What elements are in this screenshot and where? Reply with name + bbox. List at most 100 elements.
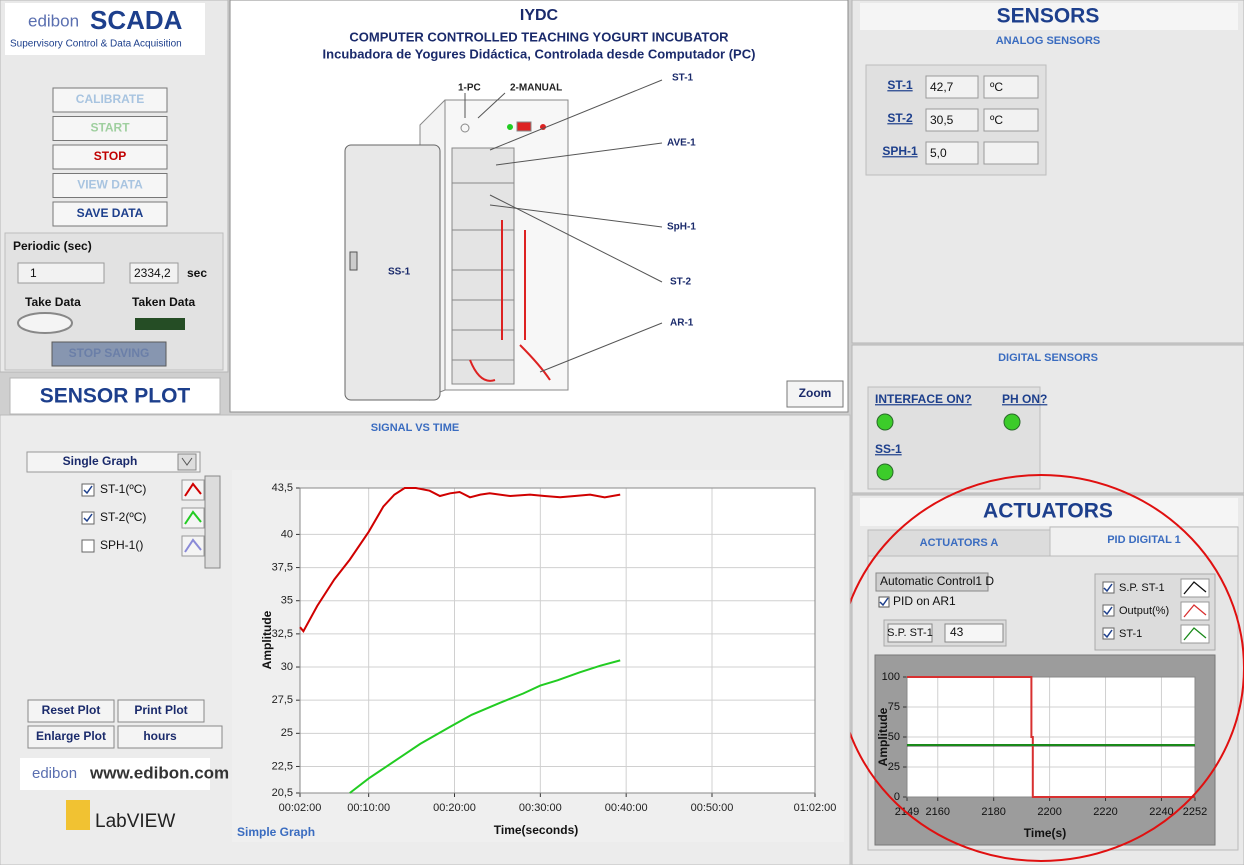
diagram-label: ST-2 — [670, 277, 692, 288]
button-label: START — [90, 121, 130, 135]
stop-saving-button[interactable] — [51, 341, 167, 367]
dropdown-arrow[interactable] — [177, 453, 197, 471]
check-mark — [83, 513, 93, 523]
periodic-value: 1 — [30, 266, 37, 280]
actuators-title: ACTUATORS — [983, 500, 1113, 523]
pid-x-label: Time(s) — [1024, 826, 1066, 840]
control-title-box — [875, 572, 989, 592]
channel-list: ST-1(ºC) ST-2(ºC) SPH-1() — [81, 479, 205, 557]
enlarge-button[interactable] — [27, 725, 115, 749]
x-tick-label: 2240 — [1149, 806, 1173, 818]
status-led — [876, 413, 894, 431]
digital-box — [867, 386, 1041, 490]
check-mark — [1103, 629, 1113, 639]
zoom-button[interactable] — [786, 380, 844, 408]
reset-button[interactable] — [27, 699, 115, 723]
logo-subtitle: Supervisory Control & Data Acquisition — [10, 39, 182, 50]
x-tick-label: 00:02:00 — [279, 802, 322, 814]
print-button[interactable] — [117, 699, 205, 723]
units-dropdown[interactable] — [117, 725, 223, 749]
digital-label: INTERFACE ON? — [875, 392, 972, 406]
setpoint-input[interactable] — [944, 623, 1004, 643]
x-tick-label: 00:50:00 — [691, 802, 734, 814]
sensor-unit: ºC — [990, 80, 1003, 94]
sensor-name: SPH-1 — [882, 144, 918, 158]
x-tick-label: 00:20:00 — [433, 802, 476, 814]
legend-checkbox[interactable] — [1102, 604, 1115, 617]
sensor-unit-field — [983, 108, 1039, 132]
button[interactable] — [52, 116, 168, 141]
x-tick-label: 00:40:00 — [605, 802, 648, 814]
status-led — [876, 463, 894, 481]
x-tick-label: 01:02:00 — [794, 802, 837, 814]
legend-label: Output(%) — [1119, 605, 1169, 617]
series-line — [907, 676, 1195, 798]
digital-label: SS-1 — [875, 442, 902, 456]
button[interactable] — [52, 173, 168, 198]
button[interactable] — [52, 87, 168, 113]
plot-border — [299, 487, 816, 794]
sensor-value: 42,7 — [930, 80, 954, 94]
y-tick-label: 25 — [281, 727, 293, 739]
legend-checkbox[interactable] — [1102, 627, 1115, 640]
digital-list: INTERFACE ON? PH ON? SS-1 — [875, 392, 1047, 481]
legend-swatch — [1180, 601, 1210, 621]
channel-scrollbar[interactable] — [204, 475, 221, 569]
arrow-icon — [181, 457, 193, 466]
graph-caption: Simple Graph — [237, 825, 315, 839]
legend-checkbox[interactable] — [1102, 581, 1115, 594]
check-mark — [1103, 583, 1113, 593]
control-title: Automatic Control1 D — [880, 574, 994, 588]
taken-data-led — [135, 318, 185, 330]
button-label: SAVE DATA — [77, 206, 144, 220]
diagram-title: COMPUTER CONTROLLED TEACHING YOGURT INCU… — [349, 29, 729, 44]
diagram-subtitle: Incubadora de Yogures Didáctica, Control… — [323, 46, 756, 61]
channel-checkbox[interactable] — [81, 539, 95, 553]
y-tick-label: 27,5 — [272, 694, 293, 706]
analog-list: ST-1 42,7 ºC ST-2 30,5 ºC SPH-1 5,0 — [882, 75, 1039, 165]
diagram-label: ST-1 — [672, 73, 694, 84]
button[interactable] — [52, 201, 168, 227]
x-tick-label: 00:10:00 — [347, 802, 390, 814]
y-tick-label: 50 — [888, 731, 900, 743]
periodic-input[interactable] — [17, 262, 105, 284]
channel-swatch-line — [184, 538, 202, 553]
diagram-label: 1-PC — [458, 83, 481, 94]
check-mark — [1103, 606, 1113, 616]
y-tick-label: 22,5 — [272, 760, 293, 772]
graph-mode-dropdown[interactable] — [26, 451, 201, 473]
x-tick-label: 2160 — [926, 806, 950, 818]
sensor-name: ST-2 — [887, 111, 913, 125]
x-tick-label: 00:30:00 — [519, 802, 562, 814]
periodic-label: Periodic (sec) — [13, 239, 92, 253]
channel-checkbox[interactable] — [81, 483, 95, 497]
analog-title: ANALOG SENSORS — [996, 35, 1101, 47]
y-tick-label: 43,5 — [272, 482, 293, 494]
y-tick-label: 100 — [882, 671, 900, 683]
diagram-code: IYDC — [520, 7, 559, 24]
pid-y-label: Amplitude — [876, 707, 890, 766]
channel-swatch — [181, 507, 205, 529]
diagram-label: 2-MANUAL — [510, 83, 562, 94]
pid-checkbox[interactable] — [878, 596, 890, 608]
print-label: Print Plot — [134, 703, 187, 717]
elapsed-unit: sec — [187, 266, 207, 280]
sensor-plot-title: SENSOR PLOT — [40, 385, 191, 408]
diagram-label: SpH-1 — [667, 222, 696, 233]
sensor-value-field — [925, 141, 979, 165]
diagram-label: SS-1 — [388, 267, 411, 278]
units-label: hours — [143, 729, 177, 743]
channel-checkbox[interactable] — [81, 511, 95, 525]
status-led — [1003, 413, 1021, 431]
sensor-name: ST-1 — [887, 78, 913, 92]
legend-swatch-line — [1183, 627, 1207, 641]
sensor-value: 30,5 — [930, 113, 954, 127]
channel-name: ST-1(ºC) — [100, 482, 146, 496]
setpoint-label-box — [887, 623, 933, 643]
channel-name: ST-2(ºC) — [100, 510, 146, 524]
diagram-label: AVE-1 — [667, 138, 696, 149]
take-data-label: Take Data — [25, 295, 81, 309]
button[interactable] — [52, 144, 168, 170]
take-data-toggle[interactable] — [17, 312, 73, 334]
y-tick-label: 20,5 — [272, 787, 293, 799]
